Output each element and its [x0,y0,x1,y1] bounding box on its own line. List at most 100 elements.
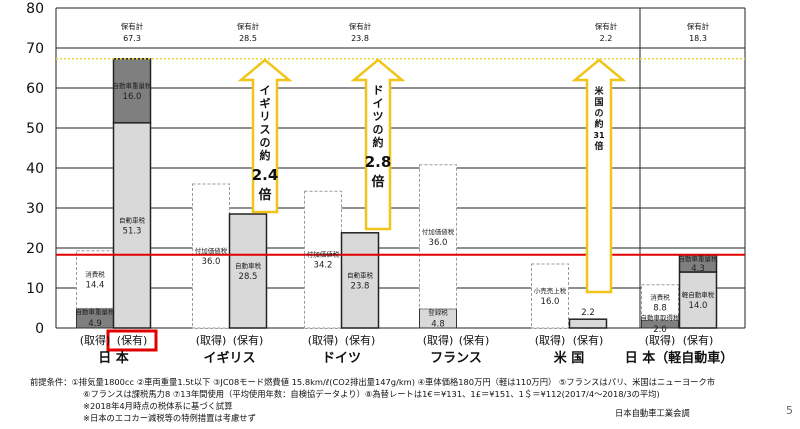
bar-segment [531,263,569,329]
arrow-text-char: 約 [373,135,384,149]
segment-value: 2.2 [581,308,595,318]
labels: 自動車重量税 4.9 消費税 14.4 自動車税 51.3 自動車重量税 16.0 保有計 67.… [76,21,734,366]
y-tick-label: 60 [26,81,44,97]
country-label: 日 本（軽自動車） [625,350,734,366]
y-axis: 0 10 20 30 40 50 60 70 80 [26,1,44,337]
bars [76,58,718,329]
source-label: 日本自動車工業会調 [615,408,690,418]
segment-label: 軽自動車税 [682,290,715,299]
arrow-multiplier: 2.8 [365,153,392,171]
segment-value: 34.2 [314,261,333,271]
holding-label: (保有) [233,333,264,347]
holding-label: (保有) [345,333,376,347]
segment-label: 自動車税 [235,261,262,270]
y-tick-label: 50 [26,121,44,137]
y-tick-label: 10 [26,281,44,297]
acquisition-label: (取得) [645,334,676,347]
bar-segment [112,58,152,124]
holding-total-title: 保有計 [595,21,618,31]
bar-segment [678,271,718,329]
gridlines [55,7,746,329]
arrow-text-char: 国 [594,97,603,108]
bar-segment [304,190,342,329]
comparison-arrow [350,58,406,231]
bar-segment [568,318,608,329]
footnotes: 前提条件：①排気量1800cc ②車両重量1.5t以下 ③JC08モード燃費値 … [30,376,790,424]
arrow-multiplier: 31 [593,131,605,140]
arrow-text-char: の [373,123,384,136]
arrow-text-char: イ [260,84,271,97]
segment-value: 14.0 [689,301,708,311]
segment-label: 消費税 [650,292,670,301]
country-label: ドイツ [322,351,361,366]
segment-label: 自動車取得税 [641,313,681,322]
arrow-text-char: 約 [594,118,603,130]
footnote-tax-basis: ※2018年4月時点の税体系に基づく試算 [83,401,233,411]
arrow-text-char: 約 [260,148,271,162]
segment-value: 51.3 [123,226,142,236]
footnote-eco-car: ※日本のエコカー減税等の特例措置は考慮せず [83,413,256,423]
acquisition-label: (取得) [423,334,454,347]
segment-label: 登録税 [428,307,448,316]
segment-value: 4.9 [88,319,102,329]
segment-value: 4.3 [691,264,705,274]
segment-label: 付加価値税 [195,246,228,255]
page-number: 5 [786,404,793,417]
acquisition-label: (取得) [535,334,566,347]
overlays [56,58,745,352]
tax-burden-chart: 0 10 20 30 40 50 60 70 80 自動車重量税 4.9 消費税 14.4 自動車税 51… [26,1,746,366]
highlight-box [106,329,158,352]
arrow-unit: 倍 [371,174,384,190]
y-tick-label: 20 [26,241,44,257]
segment-value: 4.8 [431,319,445,329]
footnote-conditions-2: ⑥フランスは課税馬力8 ⑦13年間使用（平均使用年数：自検協データより）⑧為替レ… [83,389,660,399]
segment-value: 23.8 [351,281,370,291]
segment-value: 36.0 [429,238,448,248]
arrow-text-char: イ [373,97,384,110]
segment-value: 28.5 [239,272,258,282]
arrow-text-char: リ [260,110,271,123]
y-tick-label: 70 [26,41,44,57]
country-label: 米 国 [554,350,585,366]
bar-segment [641,284,679,321]
arrow-text-char: ツ [373,110,384,123]
bar-segment [192,183,230,329]
holding-total-value: 67.3 [123,34,141,43]
acquisition-label: (取得) [80,334,111,347]
country-label: 日 本 [98,350,129,366]
segment-value: 16.0 [541,297,560,307]
segment-value: 14.4 [86,281,105,291]
segment-label: 自動車税 [347,270,374,279]
comparison-arrow [237,58,293,214]
segment-value: 2.0 [653,325,667,335]
bar-segment [340,232,380,329]
bar-segment [112,122,152,329]
holding-label: (保有) [459,333,490,347]
holding-total-title: 保有計 [349,21,372,31]
acquisition-label: (取得) [196,334,227,347]
segment-label: 付加価値税 [422,227,455,236]
holding-total-value: 18.3 [689,34,707,43]
segment-label: 自動車重量税 [679,254,719,263]
segment-label: 自動車税 [119,215,146,224]
bar-segment [76,250,114,309]
arrow-text-char: ギ [260,96,271,110]
segment-label: 小売売上税 [534,286,567,295]
holding-label: (保有) [117,333,148,347]
arrow-unit: 倍 [258,187,271,203]
y-tick-label: 0 [35,321,44,337]
segment-label: 付加価値税 [307,250,340,259]
segment-value: 8.8 [653,303,667,313]
arrow-multiplier: 2.4 [252,166,279,184]
segment-label: 消費税 [85,270,105,279]
segment-value: 16.0 [123,92,142,102]
country-label: フランス [430,351,482,366]
bar-segment [419,164,457,310]
holding-total-value: 23.8 [351,34,369,43]
holding-total-title: 保有計 [121,21,144,31]
holding-total-value: 2.2 [600,34,613,43]
holding-total-title: 保有計 [687,21,710,31]
segment-value: 36.0 [202,257,221,267]
arrow-text-char: ス [260,123,271,136]
arrow-text-char: の [594,108,603,119]
